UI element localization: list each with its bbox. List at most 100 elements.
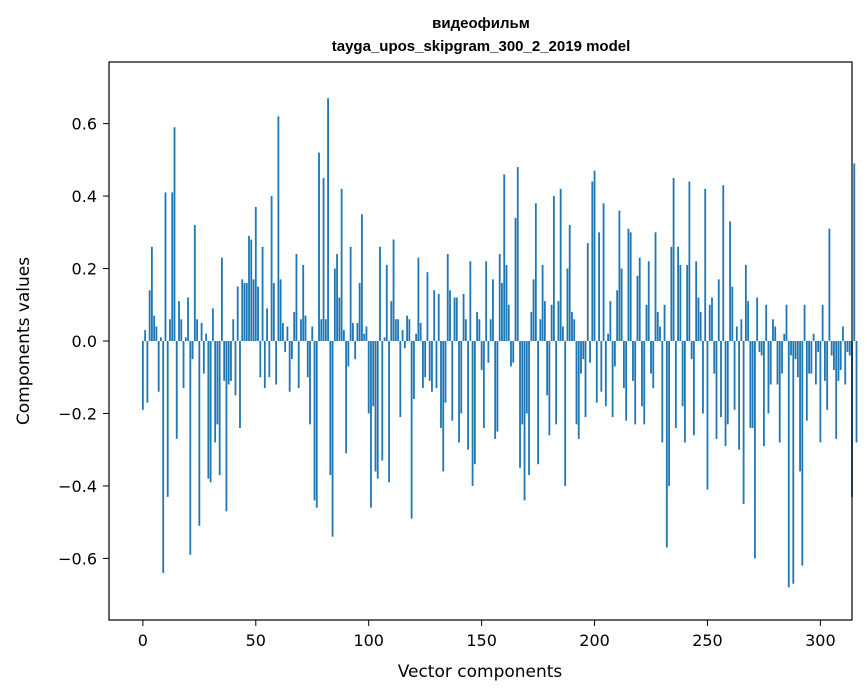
bar-264 xyxy=(738,341,740,450)
bar-1 xyxy=(144,330,147,341)
bar-109 xyxy=(388,341,390,483)
bar-157 xyxy=(496,341,499,432)
bar-244 xyxy=(693,341,695,436)
bar-49 xyxy=(252,279,255,341)
bar-164 xyxy=(512,341,515,363)
bar-99 xyxy=(365,326,368,341)
bar-115 xyxy=(401,330,404,341)
bar-205 xyxy=(604,341,607,407)
bar-28 xyxy=(205,333,208,341)
bar-93 xyxy=(352,322,354,341)
bars-group xyxy=(141,98,858,588)
bar-78 xyxy=(318,152,320,341)
bar-159 xyxy=(501,283,503,341)
bar-233 xyxy=(668,341,670,486)
bar-138 xyxy=(453,297,456,341)
bar-67 xyxy=(293,312,296,341)
bar-204 xyxy=(602,203,605,341)
bar-79 xyxy=(320,319,323,341)
bar-19 xyxy=(184,337,187,341)
bar-0 xyxy=(141,341,144,410)
bar-220 xyxy=(638,257,641,341)
bar-41 xyxy=(234,341,237,396)
bar-181 xyxy=(550,304,553,341)
bar-315 xyxy=(853,163,856,341)
bar-271 xyxy=(753,341,756,559)
bar-251 xyxy=(708,304,711,341)
bar-96 xyxy=(358,283,361,341)
bar-29 xyxy=(207,341,210,479)
bar-302 xyxy=(824,341,826,381)
bar-160 xyxy=(503,174,506,341)
bar-260 xyxy=(729,221,731,341)
y-tick-label: −0.4 xyxy=(58,477,97,496)
x-tick-label: 250 xyxy=(692,631,723,650)
bar-134 xyxy=(444,341,447,403)
bar-70 xyxy=(300,319,302,341)
bar-5 xyxy=(153,315,156,341)
bar-225 xyxy=(650,341,652,374)
bar-177 xyxy=(541,264,544,341)
bar-25 xyxy=(198,341,201,526)
bar-62 xyxy=(281,322,284,341)
bar-167 xyxy=(519,341,521,468)
bar-156 xyxy=(494,341,497,439)
bar-54 xyxy=(263,341,266,389)
bar-193 xyxy=(577,341,580,439)
bar-68 xyxy=(295,254,298,341)
bar-3 xyxy=(148,290,151,341)
bar-107 xyxy=(383,337,386,341)
bar-282 xyxy=(778,341,781,443)
bar-72 xyxy=(304,315,307,341)
bar-105 xyxy=(379,246,381,341)
bar-61 xyxy=(279,279,282,341)
bar-76 xyxy=(313,341,316,501)
bar-11 xyxy=(166,341,169,497)
bar-81 xyxy=(324,319,327,341)
bar-309 xyxy=(839,341,842,370)
bar-291 xyxy=(799,341,801,472)
bar-199 xyxy=(591,181,594,341)
bar-30 xyxy=(209,341,212,483)
bar-136 xyxy=(449,290,451,341)
x-tick-label: 50 xyxy=(246,631,266,650)
bar-307 xyxy=(835,341,838,439)
bar-7 xyxy=(157,341,160,392)
bar-10 xyxy=(164,192,167,341)
chart-title: видеофильм xyxy=(432,15,530,32)
bar-276 xyxy=(765,304,768,341)
bar-77 xyxy=(315,341,318,508)
bar-58 xyxy=(272,283,275,341)
bar-50 xyxy=(254,206,257,341)
bar-229 xyxy=(659,326,661,341)
bar-308 xyxy=(837,341,840,381)
bar-124 xyxy=(422,341,424,389)
chart-subtitle: tayga_upos_skipgram_300_2_2019 model xyxy=(332,38,631,55)
bar-161 xyxy=(505,264,508,341)
bar-33 xyxy=(216,341,219,425)
bar-52 xyxy=(259,341,262,378)
bar-4 xyxy=(151,246,153,341)
bar-172 xyxy=(530,312,533,341)
bar-192 xyxy=(575,341,578,425)
bar-283 xyxy=(781,341,783,374)
bar-259 xyxy=(726,341,729,425)
bar-242 xyxy=(688,181,691,341)
bar-214 xyxy=(625,341,628,421)
bar-2 xyxy=(146,341,149,403)
bar-235 xyxy=(672,177,675,341)
bar-16 xyxy=(178,301,180,341)
bar-212 xyxy=(620,268,623,341)
bar-312 xyxy=(846,341,849,352)
y-tick-label: 0.4 xyxy=(72,187,97,206)
bar-267 xyxy=(744,264,747,341)
bar-274 xyxy=(760,341,763,356)
bar-137 xyxy=(451,341,454,421)
bar-74 xyxy=(309,341,311,425)
bar-238 xyxy=(679,264,682,341)
bar-163 xyxy=(510,341,512,367)
bar-180 xyxy=(548,341,551,436)
bar-255 xyxy=(717,279,720,341)
bar-94 xyxy=(354,341,357,360)
bar-17 xyxy=(180,319,183,341)
